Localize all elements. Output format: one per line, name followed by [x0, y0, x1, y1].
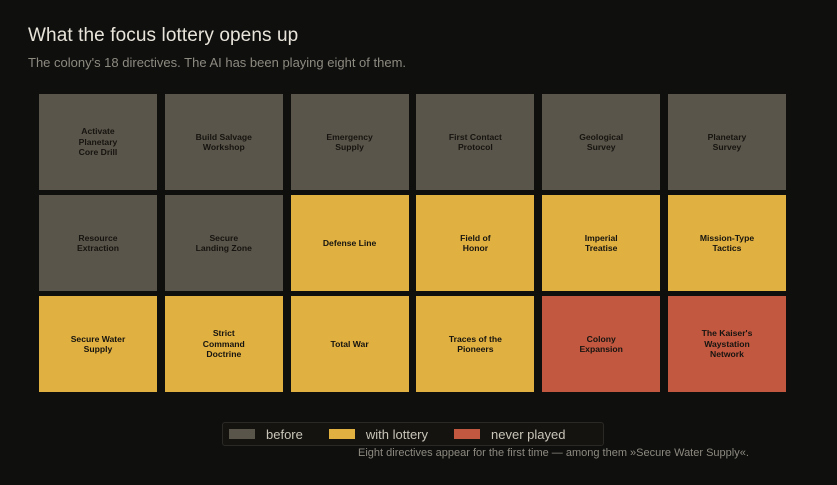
directive-tile: Field of Honor: [416, 195, 535, 291]
legend-label-before: before: [266, 426, 303, 442]
legend: before with lottery never played: [222, 422, 604, 446]
directive-tile: Defense Line: [290, 195, 409, 291]
directive-tile: Activate Planetary Core Drill: [39, 94, 157, 190]
legend-item-never-played: never played: [454, 427, 565, 442]
directive-grid: Activate Planetary Core Drill Build Salva…: [39, 94, 786, 392]
directive-tile: Colony Expansion: [542, 296, 661, 392]
directive-tile: Secure Water Supply: [39, 296, 157, 392]
footnote: Eight directives appear for the first ti…: [358, 447, 749, 459]
legend-label-never-played: never played: [491, 426, 566, 442]
directive-tile: Geological Survey: [542, 94, 661, 190]
legend-swatch-with-lottery: [328, 429, 355, 439]
directive-tile: Resource Extraction: [39, 195, 157, 291]
directive-tile: Emergency Supply: [290, 94, 409, 190]
directive-tile: Imperial Treatise: [542, 195, 661, 291]
legend-label-with-lottery: with lottery: [365, 426, 429, 442]
legend-item-with-lottery: with lottery: [328, 426, 429, 442]
directive-tile: Traces of the Pioneers: [416, 296, 535, 392]
directive-tile: Strict Command Doctrine: [164, 296, 283, 392]
directive-tile: First Contact Protocol: [416, 94, 535, 190]
legend-swatch-never-played: [454, 429, 481, 439]
chart-subtitle: The colony's 18 directives. The AI has b…: [28, 55, 407, 70]
directive-tile: The Kaiser's Waystation Network: [667, 296, 786, 392]
directive-tile: Mission-Type Tactics: [667, 195, 786, 291]
chart-title: What the focus lottery opens up: [28, 25, 299, 46]
legend-swatch-before: [229, 429, 255, 439]
directive-tile: Total War: [290, 296, 409, 392]
directive-tile: Planetary Survey: [667, 94, 786, 190]
directive-tile: Secure Landing Zone: [164, 195, 283, 291]
legend-item-before: before: [229, 427, 303, 442]
directive-tile: Build Salvage Workshop: [164, 94, 283, 190]
